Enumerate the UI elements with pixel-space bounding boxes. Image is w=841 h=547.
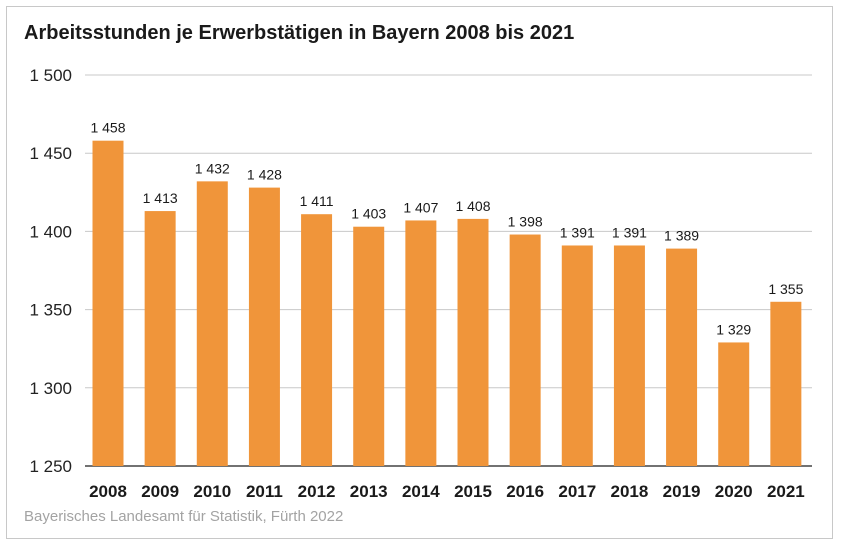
bar-2021	[770, 301, 802, 466]
data-label-2020: 1 329	[716, 321, 751, 337]
bar-2010	[196, 181, 228, 467]
data-label-2013: 1 403	[351, 206, 386, 222]
x-tick-label-2008: 2008	[89, 482, 127, 501]
y-tick-label: 1 300	[29, 379, 72, 398]
data-label-2015: 1 408	[455, 198, 490, 214]
data-label-2012: 1 411	[300, 193, 334, 209]
bar-2015	[457, 218, 489, 466]
bar-2011	[248, 187, 280, 466]
x-tick-label-2021: 2021	[767, 482, 805, 501]
x-tick-label-2018: 2018	[611, 482, 649, 501]
bar-2020	[718, 342, 750, 466]
x-axis-ticks: 2008 2009 2010 2011 2012 2013 2014 2015 2016 2017…	[89, 482, 805, 501]
x-tick-label-2014: 2014	[402, 482, 440, 501]
data-label-2010: 1 432	[195, 160, 230, 176]
data-label-2014: 1 407	[403, 199, 438, 215]
x-tick-label-2013: 2013	[350, 482, 388, 501]
data-label-2009: 1 413	[143, 190, 178, 206]
data-label-2021: 1 355	[768, 281, 803, 297]
x-tick-label-2015: 2015	[454, 482, 492, 501]
x-tick-label-2011: 2011	[246, 482, 283, 501]
data-label-2019: 1 389	[664, 228, 699, 244]
data-label-2011: 1 428	[247, 167, 282, 183]
bars	[92, 140, 802, 467]
data-label-2017: 1 391	[560, 224, 595, 240]
x-tick-label-2009: 2009	[141, 482, 179, 501]
x-tick-label-2017: 2017	[558, 482, 596, 501]
y-tick-label: 1 500	[29, 66, 72, 85]
gridlines	[85, 74, 812, 467]
x-tick-label-2012: 2012	[298, 482, 336, 501]
chart-title: Arbeitsstunden je Erwerbstätigen in Baye…	[24, 22, 575, 44]
bar-2009	[144, 211, 176, 466]
x-tick-label-2019: 2019	[663, 482, 701, 501]
y-tick-label: 1 400	[29, 222, 72, 241]
y-axis-ticks: 1 250 1 300 1 350 1 400 1 450 1 500	[29, 66, 72, 476]
data-label-2018: 1 391	[612, 224, 647, 240]
bar-2016	[509, 234, 541, 466]
bar-2019	[666, 248, 698, 466]
bar-2008	[92, 140, 124, 467]
source-note: Bayerisches Landesamt für Statistik, Für…	[24, 508, 344, 525]
data-labels: 1 458 1 413 1 432 1 428 1 411 1 403 1 407 1 408…	[90, 120, 803, 338]
bar-2014	[405, 220, 437, 466]
data-label-2016: 1 398	[508, 214, 543, 230]
data-label-2008: 1 458	[90, 120, 125, 136]
x-tick-label-2010: 2010	[193, 482, 231, 501]
bar-2017	[561, 245, 593, 466]
y-tick-label: 1 250	[29, 457, 72, 476]
y-tick-label: 1 450	[29, 144, 72, 163]
x-tick-label-2020: 2020	[715, 482, 753, 501]
bar-2012	[301, 214, 333, 466]
bar-2018	[613, 245, 645, 466]
bar-2013	[353, 226, 385, 466]
x-tick-label-2016: 2016	[506, 482, 544, 501]
y-tick-label: 1 350	[29, 301, 72, 320]
